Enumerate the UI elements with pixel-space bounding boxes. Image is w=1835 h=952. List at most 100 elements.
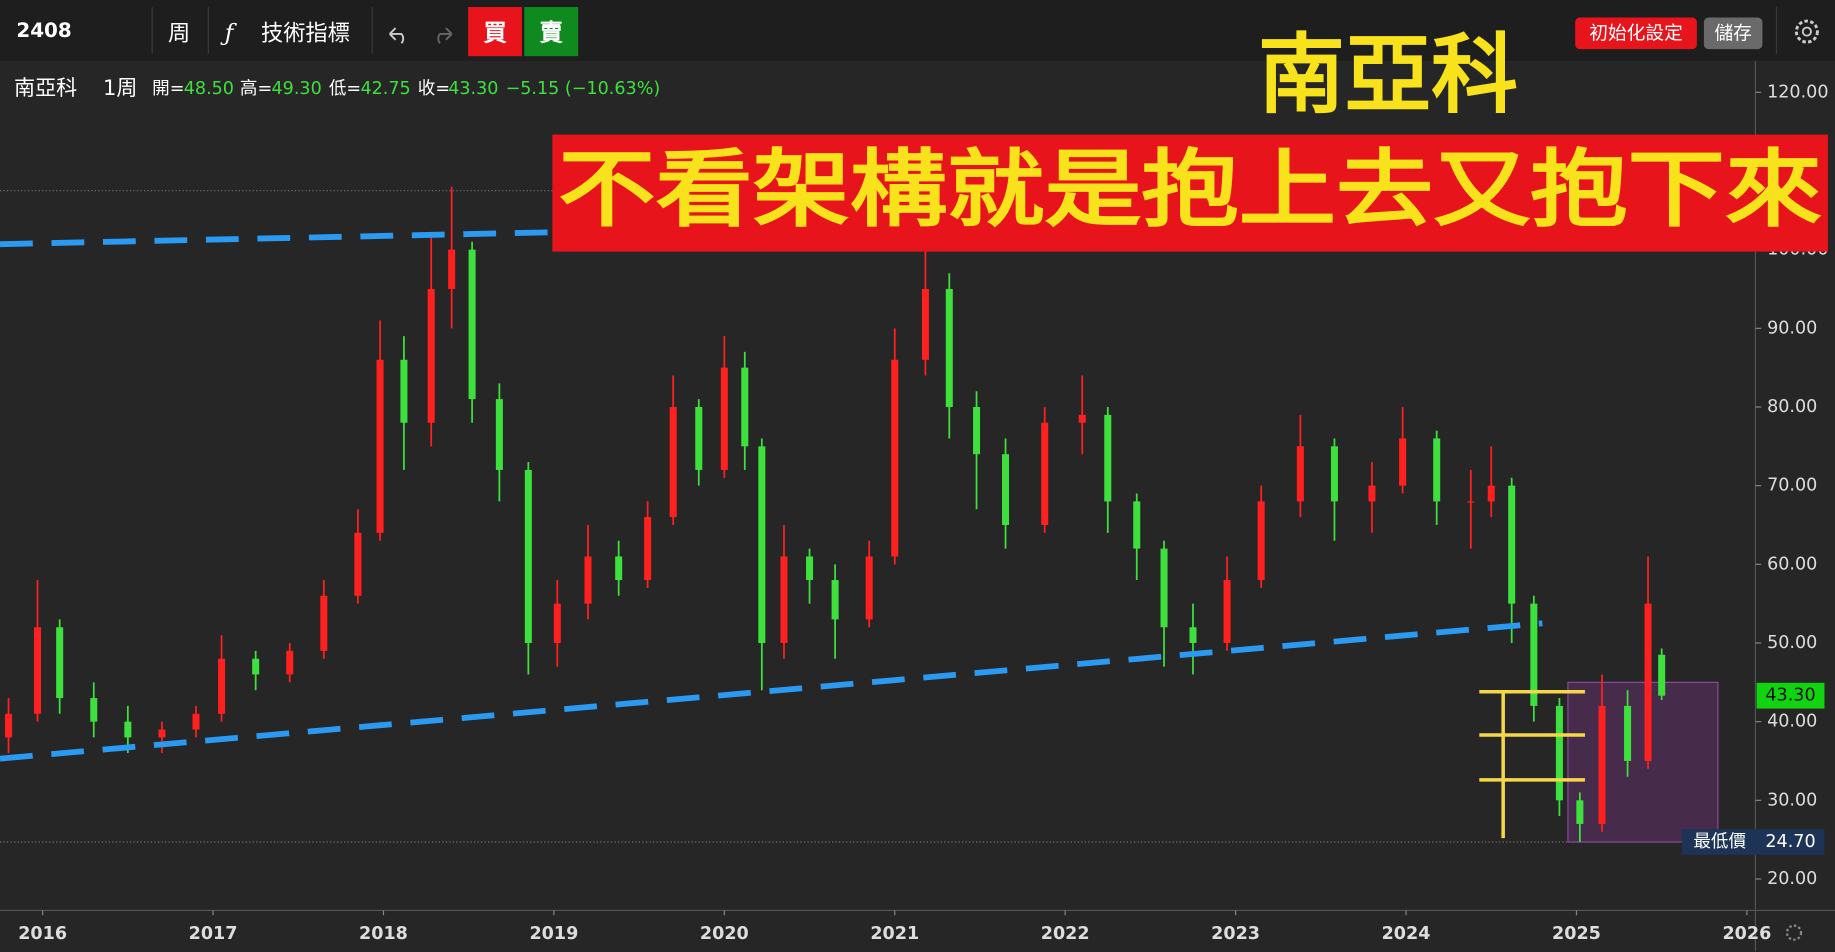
candle-body: [1624, 705, 1632, 761]
x-tick-label: 2020: [700, 924, 749, 944]
buy-label: 買: [483, 18, 507, 46]
candle-body: [806, 556, 814, 581]
x-tick-label: 2026: [1722, 924, 1771, 944]
legend-high: 49.30: [272, 79, 322, 99]
candle-body: [865, 556, 873, 620]
y-tick-label: 80.00: [1767, 397, 1817, 417]
candle-body: [90, 698, 98, 722]
reset-label: 初始化設定: [1589, 23, 1683, 44]
candle-body: [669, 406, 677, 518]
candle-body: [192, 713, 200, 730]
candle-body: [891, 359, 899, 557]
legend-close-label: 收=: [418, 79, 450, 99]
low-price-tag: [1681, 829, 1825, 855]
toolbar: [0, 0, 1835, 61]
range-box: [1567, 681, 1719, 843]
candle-body: [1598, 705, 1606, 824]
trend-line: [0, 229, 549, 248]
legend-high-label: 高=: [240, 79, 272, 99]
candle-body: [376, 359, 384, 533]
overlay: 南亞科 不看架構就是抱上去又抱下來: [552, 24, 1828, 252]
y-tick-label: 50.00: [1767, 633, 1817, 653]
y-tick-label: 20.00: [1767, 869, 1817, 889]
candle-body: [780, 556, 788, 643]
x-tick-label: 2019: [529, 924, 578, 944]
candle-body: [1368, 485, 1376, 502]
candle-body: [921, 288, 929, 360]
candle-body: [1576, 800, 1584, 824]
candle-body: [158, 729, 166, 738]
candle-body: [1330, 446, 1338, 502]
trend-line: [0, 620, 1543, 762]
candle-body: [320, 595, 328, 651]
candle-body: [427, 288, 435, 423]
candle-body: [1555, 705, 1563, 801]
candle-body: [758, 446, 766, 643]
candle-body: [34, 627, 42, 714]
legend-close: 43.30: [448, 79, 498, 99]
y-tick-label: 30.00: [1767, 790, 1817, 810]
candle-body: [1104, 414, 1112, 502]
candle-body: [1644, 603, 1652, 761]
x-tick-label: 2022: [1041, 924, 1090, 944]
candle-body: [695, 406, 703, 470]
candle-body: [1530, 603, 1538, 706]
banner: [552, 134, 1828, 252]
candle-body: [1002, 454, 1010, 525]
candle-body: [400, 359, 408, 423]
candle-body: [1399, 438, 1407, 486]
legend-low: 42.75: [360, 79, 410, 99]
sell-button[interactable]: [524, 7, 579, 57]
candle-body: [56, 627, 64, 699]
save-label: 儲存: [1714, 23, 1751, 44]
legend-open-label: 開=: [152, 79, 184, 99]
y-tick-label: 60.00: [1767, 554, 1817, 574]
fx-icon: ƒ: [220, 18, 238, 46]
candle-body: [720, 367, 728, 470]
candle-body: [945, 288, 953, 407]
redo-button[interactable]: [437, 27, 453, 44]
legend: 南亞科 1周 開= 48.50 高= 49.30 低= 42.75 收= 43.…: [14, 75, 660, 100]
legend-interval: 1周: [103, 75, 137, 100]
legend-open: 48.50: [184, 79, 234, 99]
candle-body: [1433, 438, 1441, 502]
last-price-label: 43.30: [1765, 686, 1815, 706]
candle-body: [1487, 485, 1495, 502]
candle-body: [584, 556, 592, 604]
sell-label: 賣: [540, 18, 564, 46]
save-button[interactable]: [1703, 17, 1763, 50]
candle-body: [5, 713, 13, 738]
candle-body: [1296, 446, 1304, 502]
candle-body: [124, 721, 132, 738]
candle-body: [1467, 501, 1475, 503]
candle-body: [1658, 654, 1666, 696]
candle-body: [1257, 501, 1265, 581]
x-tick-label: 2018: [359, 924, 408, 944]
x-tick-label: 2024: [1382, 924, 1431, 944]
last-price-tag: [1756, 682, 1825, 709]
legend-change: −5.15 (−10.63%): [506, 79, 661, 99]
candle-body: [252, 658, 260, 675]
undo-button[interactable]: [389, 27, 405, 44]
legend-symbol: 南亞科: [14, 75, 77, 100]
candle-body: [354, 532, 362, 596]
buy-button[interactable]: [468, 7, 522, 57]
x-tick-label: 2016: [18, 924, 67, 944]
x-tick-label: 2023: [1211, 924, 1260, 944]
interval-button[interactable]: 周: [168, 20, 190, 46]
y-tick-label: 120.00: [1767, 82, 1828, 102]
axis-settings-button[interactable]: [1785, 924, 1803, 941]
candle-body: [448, 249, 456, 289]
candle-body: [1160, 548, 1168, 628]
candle-body: [644, 517, 652, 581]
settings-button[interactable]: [1794, 19, 1819, 44]
banner-text: 不看架構就是抱上去又抱下來: [558, 140, 1822, 239]
reset-button[interactable]: [1575, 17, 1697, 50]
indicators-button[interactable]: 技術指標: [261, 20, 350, 46]
low-price-name: 最低價: [1693, 832, 1746, 852]
symbol-input[interactable]: 2408: [16, 19, 71, 42]
candle-body: [831, 580, 839, 620]
candle-body: [1189, 627, 1197, 643]
plot: [0, 186, 1756, 843]
